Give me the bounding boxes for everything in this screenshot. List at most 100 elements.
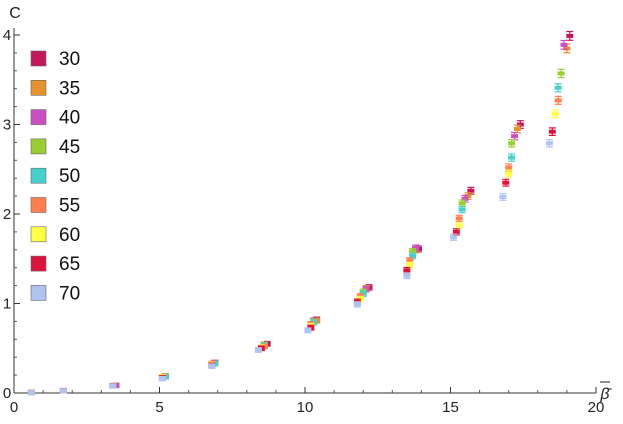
data-point [353, 301, 361, 308]
y-tick-label: 3 [3, 117, 11, 134]
series-45 [27, 68, 565, 396]
point-marker [516, 122, 524, 127]
series-60 [27, 109, 559, 396]
point-marker [406, 258, 414, 263]
legend-label: 55 [59, 196, 80, 217]
legend: 30 35 40 45 50 55 60 65 70 [30, 49, 80, 304]
legend-item-40: 40 [30, 108, 80, 129]
legend-item-60: 60 [30, 225, 80, 246]
point-marker [464, 194, 472, 199]
data-point [502, 178, 510, 187]
point-marker [505, 165, 513, 170]
y-tick-label: 0 [3, 385, 11, 402]
point-marker [545, 141, 553, 146]
y-tick-label: 4 [3, 27, 11, 44]
data-point [508, 153, 516, 162]
legend-swatch [30, 255, 47, 272]
legend-swatch [30, 138, 47, 155]
point-marker [158, 376, 166, 381]
data-point [158, 375, 166, 382]
point-marker [27, 390, 35, 395]
data-point [208, 363, 216, 369]
legend-label: 60 [59, 225, 80, 246]
data-point [458, 205, 466, 214]
point-marker [548, 129, 556, 134]
legend-label: 30 [59, 49, 80, 70]
series-40 [27, 39, 568, 396]
point-marker [455, 223, 463, 228]
legend-item-50: 50 [30, 166, 80, 187]
legend-item-45: 45 [30, 137, 80, 158]
point-marker [409, 254, 417, 259]
legend-label: 65 [59, 254, 80, 275]
data-point [557, 68, 565, 79]
axes [13, 28, 610, 394]
data-point [554, 95, 562, 105]
point-marker [458, 207, 466, 212]
x-tick-label: 5 [155, 399, 163, 416]
legend-label: 40 [59, 108, 80, 129]
data-point [566, 30, 574, 41]
point-marker [406, 263, 414, 268]
legend-label: 35 [59, 78, 80, 99]
point-marker [502, 180, 510, 185]
point-marker [563, 46, 571, 51]
point-marker [554, 98, 562, 103]
series-65 [27, 127, 556, 396]
point-marker [554, 85, 562, 90]
series-30 [27, 30, 574, 396]
data-point [455, 214, 463, 223]
point-marker [353, 302, 361, 307]
tick-group: 0 5 10 15 20 0 1 2 3 4 [3, 27, 605, 416]
data-point [545, 139, 553, 148]
legend-label: 70 [59, 283, 80, 304]
point-marker [557, 71, 565, 76]
point-marker [452, 229, 460, 234]
y-axis-label: C [9, 5, 21, 22]
legend-swatch [30, 109, 47, 125]
series-35 [27, 43, 571, 396]
series-50 [27, 83, 562, 396]
data-point [554, 83, 562, 93]
legend-swatch [30, 167, 47, 184]
point-marker [455, 216, 463, 221]
legend-item-70: 70 [30, 283, 80, 304]
x-tick-label: 10 [297, 399, 314, 416]
x-tick-label: 20 [588, 399, 605, 416]
x-tick-label: 0 [10, 399, 18, 416]
point-marker [304, 328, 312, 333]
legend-item-55: 55 [30, 196, 80, 217]
point-marker [449, 235, 457, 240]
x-axis-label: β̄ [599, 386, 612, 403]
series-55 [27, 95, 562, 396]
legend-label: 45 [59, 137, 80, 158]
legend-swatch [30, 285, 47, 301]
point-marker [109, 384, 117, 389]
legend-swatch [30, 197, 47, 213]
data-point [449, 233, 457, 241]
legend-item-30: 30 [30, 49, 80, 70]
series-70 [27, 139, 553, 396]
data-point [254, 347, 262, 353]
point-marker [508, 155, 516, 160]
point-marker [403, 273, 411, 278]
point-marker [560, 42, 568, 47]
data-point [455, 221, 463, 230]
legend-swatch [30, 50, 47, 67]
data-point [560, 39, 568, 50]
point-marker [403, 268, 411, 273]
point-marker [59, 388, 67, 393]
point-marker [508, 141, 516, 146]
legend-item-65: 65 [30, 254, 80, 275]
point-marker [409, 249, 417, 254]
data-point [511, 131, 519, 141]
data-point [548, 127, 556, 137]
legend-label: 50 [59, 166, 80, 187]
data-point [551, 109, 559, 119]
data-point [403, 272, 411, 280]
point-marker [254, 348, 262, 353]
y-tick-label: 2 [3, 206, 11, 223]
point-marker [551, 111, 559, 116]
data-point [304, 327, 312, 334]
